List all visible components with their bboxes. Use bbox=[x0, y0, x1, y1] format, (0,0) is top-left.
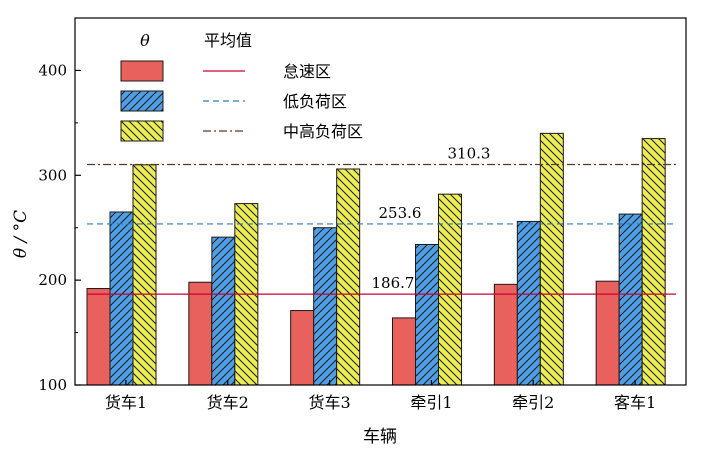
legend-label-低负荷区: 低负荷区 bbox=[283, 92, 347, 111]
legend-swatch-怠速区 bbox=[120, 60, 164, 82]
bar-低负荷区-货车1 bbox=[109, 211, 134, 386]
bar-怠速区-牵引1 bbox=[392, 317, 416, 386]
bar-低负荷区-牵引1 bbox=[415, 243, 439, 386]
bar-低负荷区-货车3 bbox=[313, 227, 338, 386]
x-tick-label-货车2: 货车2 bbox=[207, 393, 249, 412]
plot-frame bbox=[74, 17, 687, 386]
bar-低负荷区-牵引2 bbox=[516, 220, 541, 386]
bar-中高负荷区-货车1 bbox=[132, 164, 157, 386]
average-label-怠速区: 186.7 bbox=[372, 274, 415, 292]
legend-header-average: 平均值 bbox=[204, 31, 252, 50]
average-label-低负荷区: 253.6 bbox=[379, 204, 422, 222]
bars-layer bbox=[86, 132, 666, 386]
bar-中高负荷区-客车1 bbox=[641, 138, 666, 386]
bar-怠速区-货车1 bbox=[86, 288, 111, 386]
y-tick-label-200: 200 bbox=[38, 271, 67, 289]
bar-中高负荷区-货车3 bbox=[336, 168, 361, 386]
x-axis-label: 车辆 bbox=[363, 427, 397, 447]
legend-header-theta: θ bbox=[140, 31, 150, 50]
bar-怠速区-货车3 bbox=[290, 310, 315, 386]
x-tick-label-货车3: 货车3 bbox=[308, 393, 350, 412]
y-tick-label-400: 400 bbox=[38, 61, 67, 79]
y-tick-label-100: 100 bbox=[38, 376, 67, 394]
x-tick-label-牵引1: 牵引1 bbox=[410, 393, 452, 412]
axes-layer: 100 200 300 400 货车1 货车2 货车3 牵引1 牵引2 客车1 bbox=[38, 17, 687, 412]
average-label-中高负荷区: 310.3 bbox=[448, 144, 491, 162]
bar-中高负荷区-牵引1 bbox=[438, 193, 462, 386]
bar-怠速区-牵引2 bbox=[493, 283, 518, 386]
bar-低负荷区-客车1 bbox=[618, 213, 643, 386]
bar-怠速区-货车2 bbox=[188, 281, 213, 386]
average-lines-layer: 186.7 253.6 310.3 bbox=[87, 144, 676, 295]
legend-label-中高负荷区: 中高负荷区 bbox=[283, 122, 363, 141]
x-tick-label-货车1: 货车1 bbox=[105, 393, 147, 412]
x-tick-label-客车1: 客车1 bbox=[614, 393, 656, 412]
y-tick-label-300: 300 bbox=[38, 166, 67, 184]
bar-怠速区-客车1 bbox=[595, 280, 620, 386]
y-axis-label: θ / °C bbox=[11, 210, 31, 258]
legend-label-怠速区: 怠速区 bbox=[283, 62, 331, 81]
x-tick-label-牵引2: 牵引2 bbox=[512, 393, 554, 412]
legend-swatch-低负荷区 bbox=[120, 90, 164, 112]
bar-低负荷区-货车2 bbox=[211, 236, 236, 386]
legend-swatch-中高负荷区 bbox=[120, 120, 164, 142]
bar-中高负荷区-牵引2 bbox=[539, 132, 564, 386]
